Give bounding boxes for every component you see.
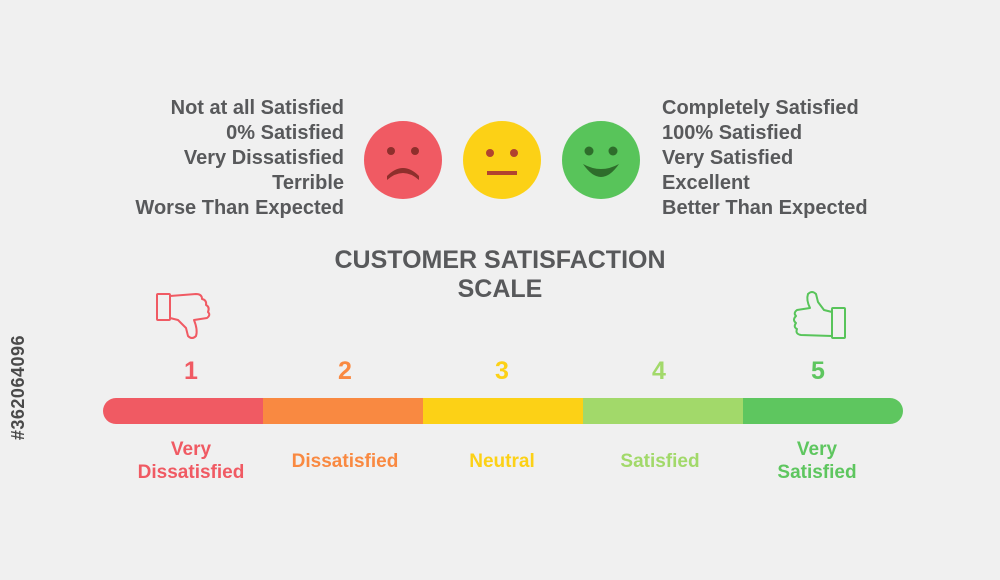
scale-label-3: Neutral bbox=[407, 450, 597, 473]
happy-face-icon bbox=[562, 121, 640, 199]
scale-number-5: 5 bbox=[811, 357, 825, 385]
scale-label-5: Very Satisfied bbox=[722, 438, 912, 484]
description-item: Very Dissatisfied bbox=[183, 147, 344, 169]
scale-label-1: Very Dissatisfied bbox=[96, 438, 286, 484]
scale-number-4: 4 bbox=[652, 357, 666, 385]
scale-segment-4 bbox=[583, 398, 743, 424]
scale-segment-5 bbox=[743, 398, 903, 424]
label-line: Dissatisfied bbox=[137, 462, 245, 483]
description-item: Very Satisfied bbox=[662, 147, 794, 169]
label-line: Satisfied bbox=[777, 462, 857, 483]
sad-face-icon bbox=[364, 121, 442, 199]
description-item: Completely Satisfied bbox=[662, 97, 859, 119]
description-item: Better Than Expected bbox=[662, 197, 868, 219]
neutral-face-icon bbox=[463, 121, 541, 199]
thumbs-up-icon bbox=[793, 291, 846, 339]
label-line: Neutral bbox=[469, 451, 535, 472]
label-line: Satisfied bbox=[620, 451, 700, 472]
image-id-watermark: #362064096 bbox=[8, 335, 28, 441]
description-item: Worse Than Expected bbox=[135, 197, 344, 219]
scale-number-1: 1 bbox=[184, 357, 198, 385]
scale-segment-3 bbox=[423, 398, 583, 424]
label-line: Very bbox=[796, 439, 838, 460]
label-line: Dissatisfied bbox=[291, 451, 399, 472]
scale-label-2: Dissatisfied bbox=[250, 450, 440, 473]
dissatisfied-descriptions: Not at all Satisfied 0% Satisfied Very D… bbox=[60, 96, 344, 221]
description-item: 0% Satisfied bbox=[226, 122, 344, 144]
scale-segment-2 bbox=[263, 398, 423, 424]
title-line: SCALE bbox=[457, 275, 543, 303]
description-item: Terrible bbox=[272, 172, 344, 194]
title-line: CUSTOMER SATISFACTION bbox=[334, 246, 666, 274]
scale-number-3: 3 bbox=[495, 357, 509, 385]
satisfaction-scale-bar bbox=[103, 398, 903, 424]
description-item: Excellent bbox=[662, 172, 750, 194]
scale-number-2: 2 bbox=[338, 357, 352, 385]
thumbs-down-icon bbox=[156, 293, 211, 339]
page-title: CUSTOMER SATISFACTION SCALE bbox=[250, 246, 750, 304]
satisfied-descriptions: Completely Satisfied 100% Satisfied Very… bbox=[662, 96, 962, 221]
description-item: Not at all Satisfied bbox=[170, 97, 344, 119]
label-line: Very bbox=[170, 439, 212, 460]
scale-label-4: Satisfied bbox=[565, 450, 755, 473]
scale-segment-1 bbox=[103, 398, 263, 424]
description-item: 100% Satisfied bbox=[662, 122, 803, 144]
